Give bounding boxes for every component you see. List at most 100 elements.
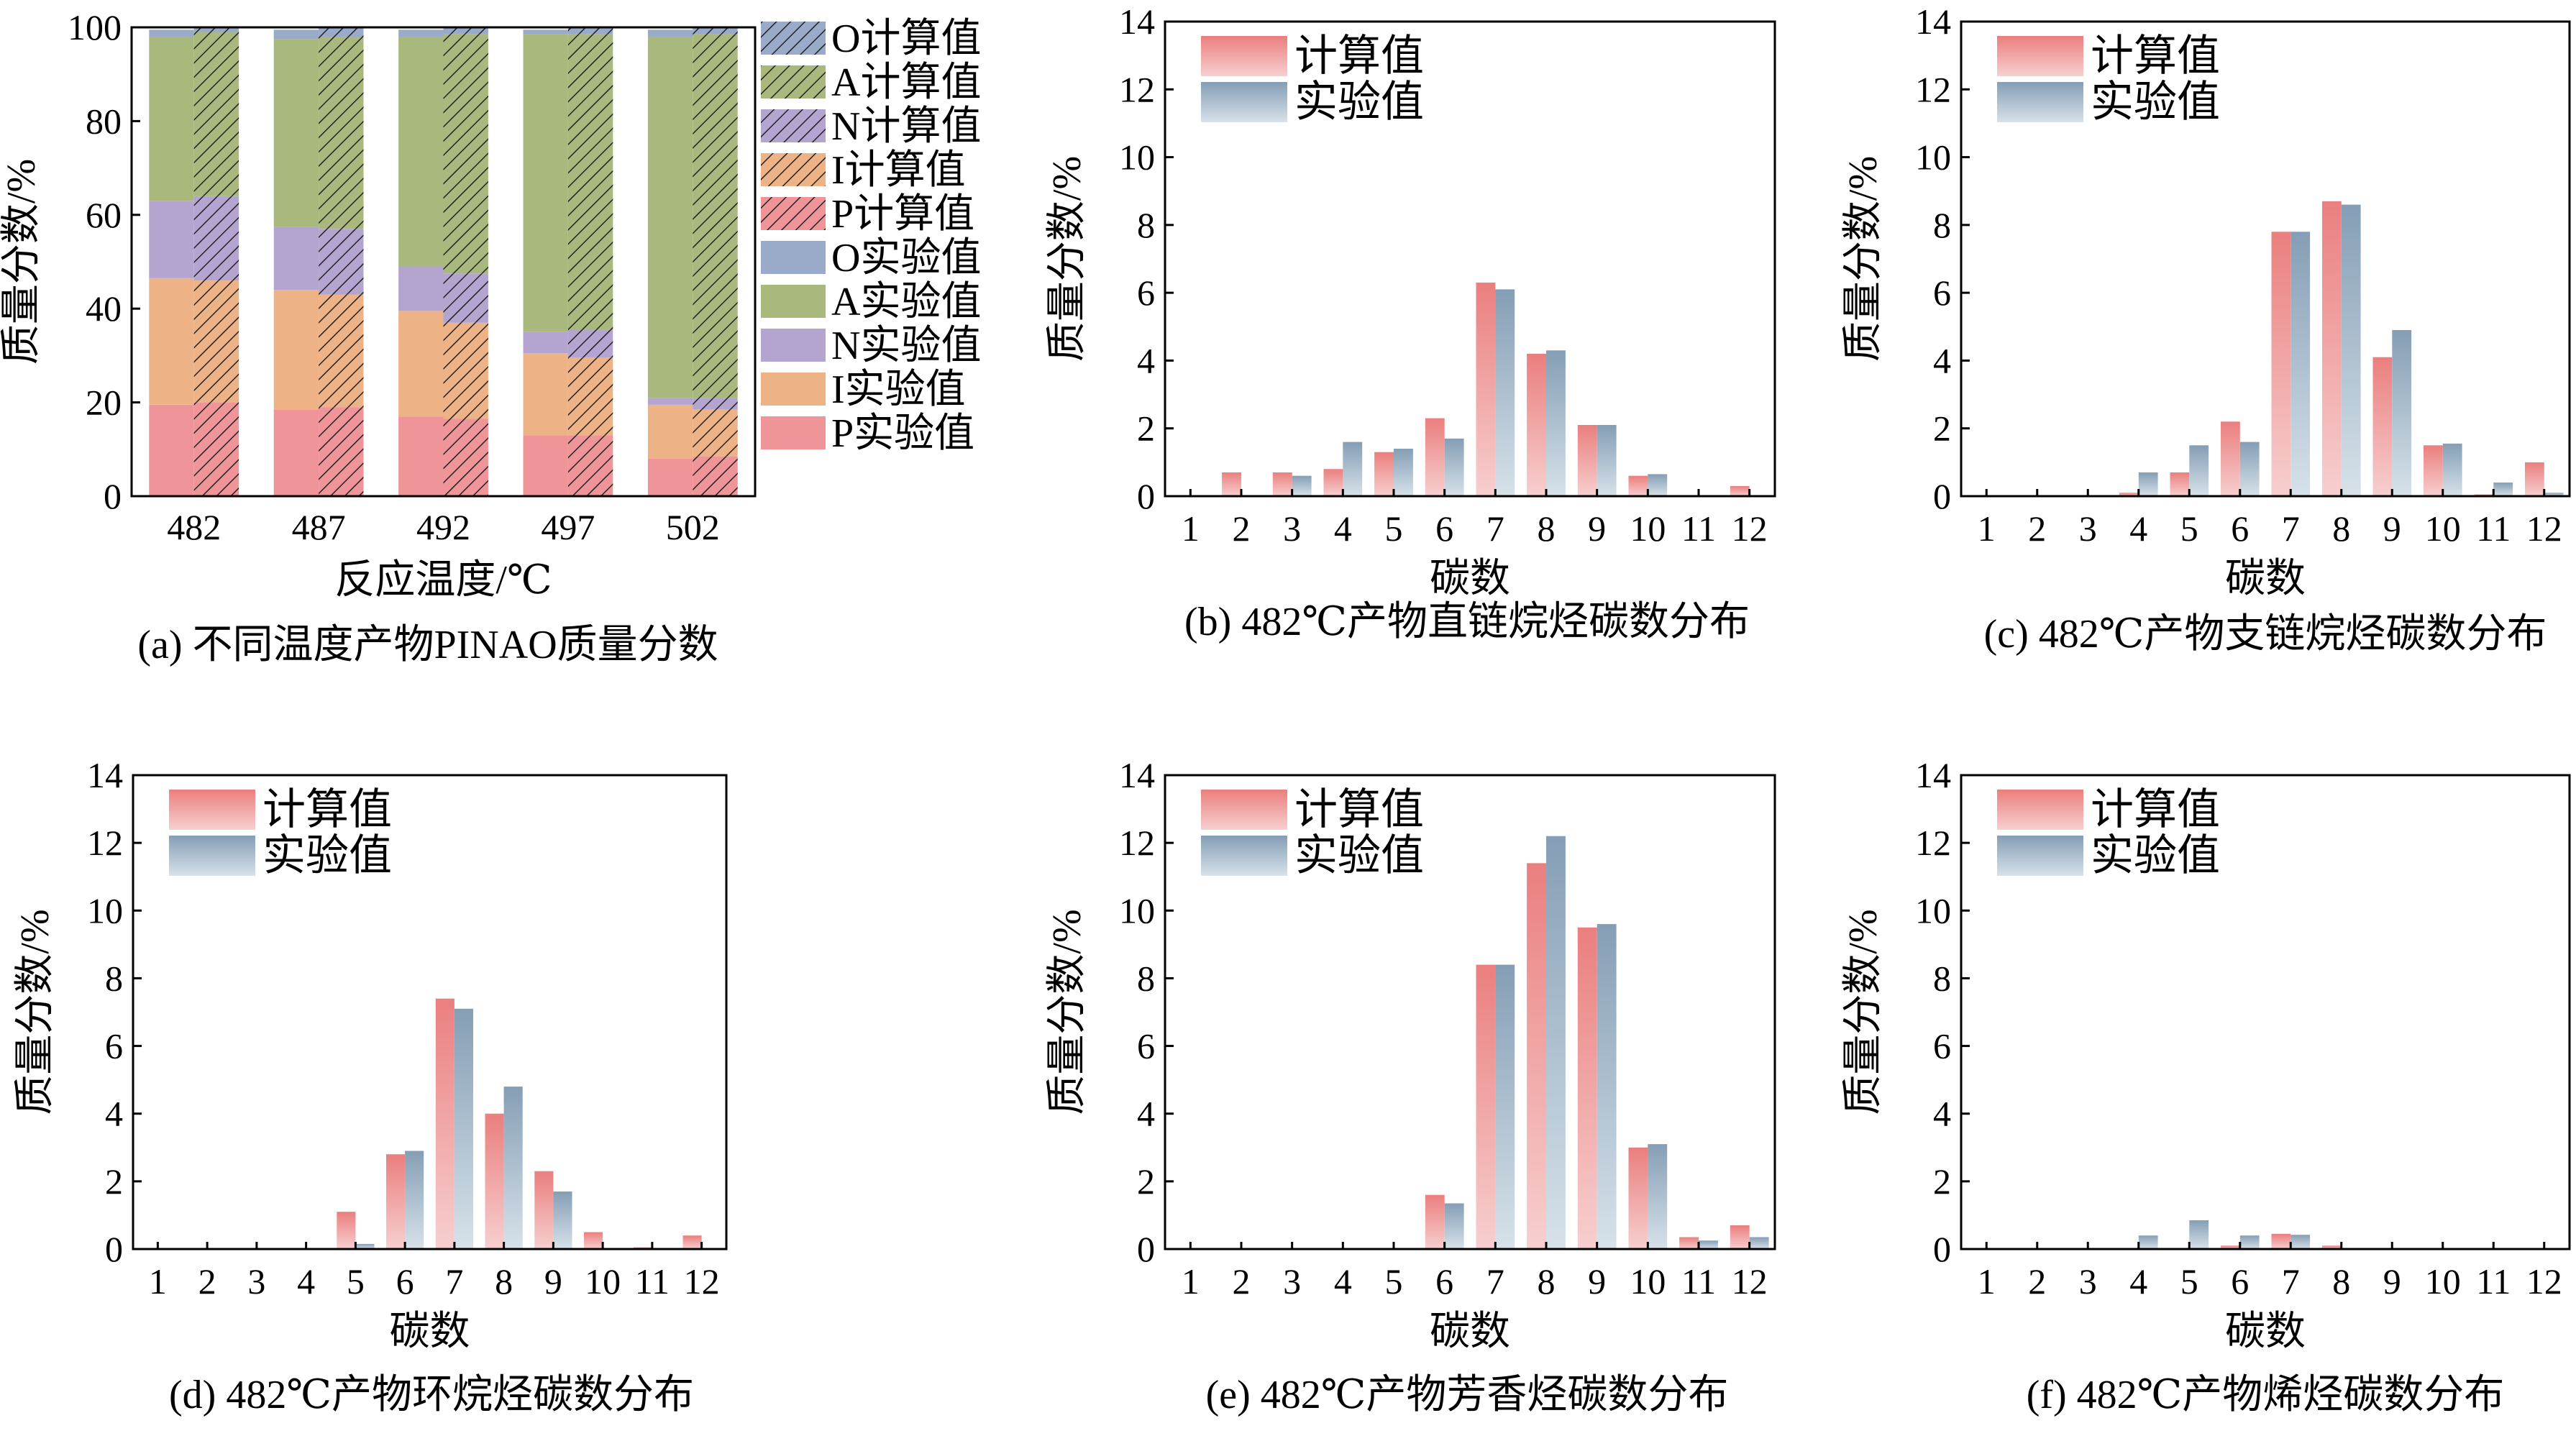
- x-tick-label-a: 502: [666, 507, 720, 547]
- bar-b-calc-3: [1272, 472, 1292, 496]
- legend-label-a: N计算值: [831, 104, 981, 149]
- y-tick-label-e: 2: [1137, 1161, 1155, 1202]
- x-axis-title-c: 碳数: [2225, 557, 2306, 601]
- bar-d-exp-9: [553, 1192, 572, 1249]
- plot-frame-d: [132, 774, 728, 1250]
- bar-d-exp-6: [405, 1151, 424, 1249]
- y-tick-label-e: 0: [1137, 1229, 1155, 1269]
- legend-label-e: 计算值: [1294, 786, 1424, 833]
- bar-a-N-exp-487: [273, 227, 319, 291]
- bar-a-P-exp-492: [398, 416, 444, 496]
- y-tick-label-c: 14: [1915, 1, 1951, 42]
- x-tick-label-c: 6: [2231, 508, 2249, 549]
- bar-a-P-exp-497: [523, 435, 568, 496]
- bar-d-calc-6: [386, 1154, 406, 1249]
- x-tick-label-d: 2: [198, 1261, 216, 1302]
- bar-b-calc-5: [1374, 452, 1394, 496]
- bar-a-O-exp-482: [149, 29, 194, 37]
- x-tick-label-b: 9: [1588, 508, 1606, 549]
- x-tick-label-d: 8: [495, 1261, 513, 1302]
- bar-b-calc-9: [1577, 425, 1597, 496]
- y-tick-label-a: 60: [86, 195, 122, 235]
- bar-a-hatch-A-497: [567, 34, 613, 330]
- x-tick-label-b: 11: [1681, 508, 1716, 549]
- bar-a-A-exp-487: [273, 39, 319, 227]
- bar-a-O-exp-502: [647, 29, 693, 37]
- bar-f-exp-4: [2138, 1235, 2158, 1249]
- y-tick-label-d: 4: [105, 1094, 123, 1134]
- y-tick-label-e: 12: [1119, 823, 1155, 863]
- x-tick-label-e: 12: [1732, 1261, 1768, 1302]
- bar-b-calc-6: [1425, 418, 1445, 496]
- bar-c-calc-9: [2372, 357, 2393, 496]
- plot-frame-a: [130, 26, 757, 498]
- bar-b-calc-10: [1628, 475, 1648, 496]
- bar-a-hatch-N-497: [567, 329, 613, 358]
- y-axis-title-c: 质量分数/%: [1841, 156, 1886, 362]
- bar-b-calc-12: [1730, 485, 1750, 496]
- x-tick-label-b: 1: [1182, 508, 1200, 549]
- bar-f-calc-6: [2221, 1245, 2240, 1249]
- y-tick-label-a: 0: [104, 476, 122, 516]
- bar-e-calc-8: [1527, 863, 1546, 1249]
- x-tick-label-c: 12: [2526, 508, 2562, 549]
- x-tick-label-e: 10: [1630, 1261, 1666, 1302]
- bar-a-hatch-O-502: [693, 27, 738, 35]
- bar-a-P-exp-487: [273, 409, 319, 496]
- bar-a-hatch-O-482: [193, 27, 239, 32]
- x-tick-label-d: 4: [297, 1261, 315, 1302]
- x-tick-label-e: 3: [1283, 1261, 1301, 1302]
- y-tick-label-b: 10: [1119, 137, 1155, 178]
- x-tick-label-b: 4: [1334, 508, 1352, 549]
- bar-e-calc-12: [1730, 1225, 1750, 1249]
- bar-d-exp-7: [454, 1008, 473, 1249]
- bar-a-hatch-A-502: [693, 34, 738, 398]
- x-tick-label-a: 487: [292, 507, 346, 547]
- y-axis-title-d: 质量分数/%: [13, 909, 58, 1115]
- legend-swatch-b-calc: [1201, 36, 1287, 76]
- x-tick-label-c: 8: [2332, 508, 2350, 549]
- x-tick-label-e: 8: [1538, 1261, 1556, 1302]
- y-tick-label-d: 0: [105, 1229, 123, 1269]
- y-tick-label-e: 4: [1137, 1094, 1155, 1134]
- bar-e-calc-6: [1425, 1194, 1445, 1249]
- x-tick-label-f: 11: [2476, 1261, 2511, 1302]
- x-tick-label-c: 4: [2129, 508, 2147, 549]
- bar-d-exp-5: [355, 1243, 375, 1249]
- y-tick-label-b: 4: [1137, 340, 1155, 380]
- x-tick-label-c: 5: [2180, 508, 2198, 549]
- y-tick-label-f: 0: [1933, 1229, 1951, 1269]
- x-tick-label-f: 10: [2425, 1261, 2461, 1302]
- y-tick-label-d: 6: [105, 1026, 123, 1066]
- bar-a-hatch-A-487: [319, 37, 364, 229]
- bar-b-exp-10: [1648, 474, 1668, 496]
- y-tick-label-d: 10: [87, 890, 123, 930]
- legend-swatch-d-exp: [169, 836, 255, 876]
- x-tick-label-f: 6: [2231, 1261, 2249, 1302]
- x-tick-label-f: 9: [2383, 1261, 2401, 1302]
- bar-a-N-exp-492: [398, 266, 444, 311]
- bar-f-calc-8: [2322, 1245, 2342, 1249]
- bar-d-calc-9: [534, 1171, 554, 1249]
- y-tick-label-a: 40: [86, 288, 122, 329]
- bar-c-calc-8: [2322, 201, 2342, 496]
- bar-e-exp-6: [1444, 1203, 1464, 1249]
- bar-b-exp-8: [1546, 350, 1566, 496]
- bar-f-exp-6: [2239, 1235, 2260, 1249]
- y-axis-title-a: 质量分数/%: [0, 159, 44, 365]
- y-tick-label-f: 14: [1915, 755, 1951, 795]
- y-tick-label-f: 10: [1915, 890, 1951, 930]
- bar-a-P-exp-502: [647, 458, 693, 496]
- bar-a-hatch-A-482: [193, 32, 239, 196]
- bar-c-calc-4: [2119, 493, 2139, 496]
- x-tick-label-d: 11: [635, 1261, 670, 1302]
- legend-swatch-e-exp: [1201, 836, 1287, 876]
- legend-swatch-d-calc: [169, 790, 255, 830]
- bar-f-calc-7: [2271, 1233, 2291, 1249]
- y-tick-label-c: 0: [1933, 476, 1951, 516]
- bar-a-A-exp-502: [647, 37, 693, 398]
- bar-e-calc-10: [1628, 1147, 1648, 1249]
- y-axis-title-f: 质量分数/%: [1841, 909, 1886, 1115]
